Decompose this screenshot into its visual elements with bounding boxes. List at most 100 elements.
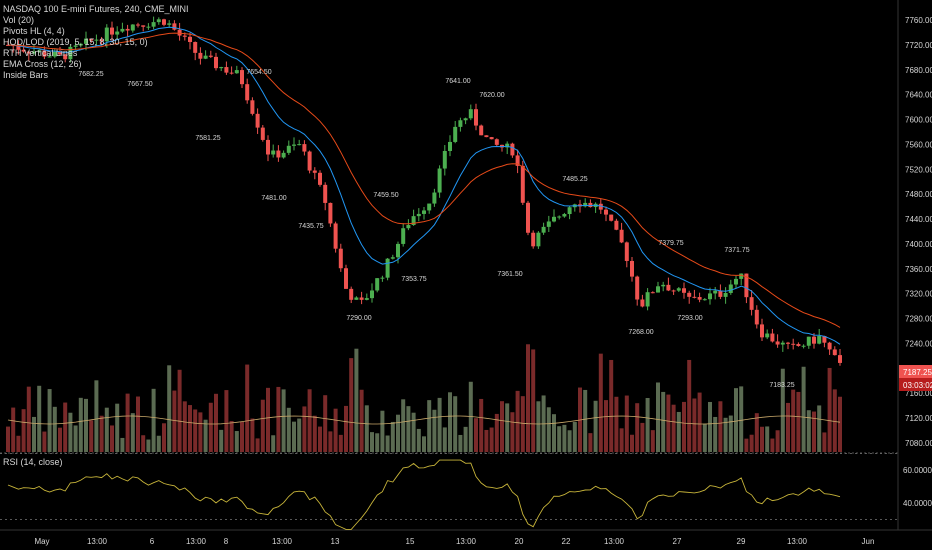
volume-bar [255, 438, 260, 452]
candle-body [385, 258, 390, 278]
candle-body [203, 55, 208, 59]
volume-bar [167, 365, 172, 452]
indicator-ema-cross[interactable]: EMA Cross (12, 26) [3, 59, 82, 69]
candle-body [364, 298, 369, 300]
ema-26-line [7, 32, 841, 328]
candle-body [474, 109, 478, 126]
volume-bar [562, 424, 567, 452]
candle-body [531, 232, 536, 247]
candle-body [318, 172, 322, 185]
indicator-inside-bars[interactable]: Inside Bars [3, 70, 49, 80]
candle-body [692, 296, 697, 298]
candle-body [812, 336, 816, 344]
volume-bar [84, 398, 88, 452]
volume-bar [110, 425, 114, 452]
volume-bar [442, 427, 447, 452]
symbol-title[interactable]: NASDAQ 100 E-mini Futures, 240, CME_MINI [3, 4, 189, 14]
price-tick-label: 7280.00 [905, 315, 932, 324]
candle-body [136, 24, 140, 26]
time-tick-label: 13:00 [87, 537, 108, 546]
candle-body [302, 144, 307, 152]
candle-body [546, 221, 551, 227]
indicator-rth[interactable]: RTH Vertical Lines [3, 48, 78, 58]
candle-body [177, 29, 182, 36]
candle-body [281, 152, 286, 158]
volume-bar [312, 415, 317, 452]
volume-bar [229, 421, 234, 452]
candle-body [515, 155, 520, 166]
candle-body [432, 192, 437, 204]
volume-bar [614, 396, 619, 452]
candle-body [588, 202, 593, 208]
volume-bar [593, 400, 598, 452]
indicator-vol[interactable]: Vol (20) [3, 15, 35, 25]
candle-body [99, 39, 104, 42]
indicator-pivots[interactable]: Pivots HL (4, 4) [3, 26, 65, 36]
pivot-label: 7353.75 [401, 276, 426, 283]
candle-body [791, 343, 796, 345]
candle-body [619, 229, 624, 243]
volume-bar [380, 410, 385, 452]
candle-body [297, 144, 302, 146]
candle-body [84, 38, 88, 44]
pivot-label: 7620.00 [479, 92, 504, 99]
candle-body [323, 184, 328, 203]
volume-bar [422, 436, 426, 452]
volume-bar [11, 407, 16, 452]
candle-body [416, 213, 421, 217]
candle-body [328, 202, 333, 224]
last-price-value: 7187.25 [903, 368, 932, 377]
volume-bar [494, 413, 499, 452]
candle-body [666, 284, 671, 291]
candle-body [396, 243, 400, 258]
volume-bar [770, 438, 775, 452]
candle-body [63, 54, 68, 60]
candle-body [37, 50, 42, 52]
volume-bar [370, 432, 374, 452]
volume-bar [583, 389, 588, 452]
candle-body [713, 290, 718, 294]
volume-bar [177, 369, 182, 452]
volume-bar [286, 407, 291, 452]
candle-body [271, 150, 276, 155]
candle-body [739, 273, 744, 279]
price-tick-label: 7360.00 [905, 265, 932, 274]
candle-body [338, 248, 343, 269]
candle-body [744, 273, 749, 298]
candle-body [708, 293, 712, 300]
candle-body [479, 125, 484, 136]
volume-bar [822, 432, 827, 452]
candle-body [458, 120, 463, 127]
candle-body [156, 19, 161, 23]
volume-bar [146, 439, 151, 452]
volume-bar [396, 414, 400, 452]
volume-bar [328, 431, 333, 452]
volume-bar [728, 415, 733, 452]
candle-body [676, 288, 681, 291]
volume-bar [687, 359, 692, 452]
price-tick-label: 7320.00 [905, 290, 932, 299]
rsi-legend[interactable]: RSI (14, close) [3, 457, 63, 467]
volume-bar [656, 382, 660, 452]
pivot-label: 7268.00 [628, 329, 653, 336]
candle-body [817, 335, 822, 344]
candle-body [406, 225, 411, 229]
volume-bar [266, 387, 270, 452]
volume-bar [104, 407, 109, 452]
volume-bar [250, 418, 255, 452]
volume-bar [333, 408, 338, 452]
volume-bar [68, 412, 73, 452]
volume-bar [203, 419, 208, 452]
candle-body [832, 349, 837, 356]
volume-bar [26, 386, 31, 452]
time-tick-label: 6 [150, 537, 155, 546]
pivot-label: 7641.00 [445, 78, 470, 85]
indicator-hod-lod[interactable]: HOD/LOD (2019, 5, 15, 8, 30, 15, 0) [3, 37, 148, 47]
candle-body [630, 260, 634, 277]
volume-bar [676, 411, 681, 452]
volume-bar [219, 429, 224, 452]
candle-body [614, 220, 619, 230]
time-tick-label: 27 [673, 537, 682, 546]
pivot-label: 7581.25 [195, 135, 220, 142]
